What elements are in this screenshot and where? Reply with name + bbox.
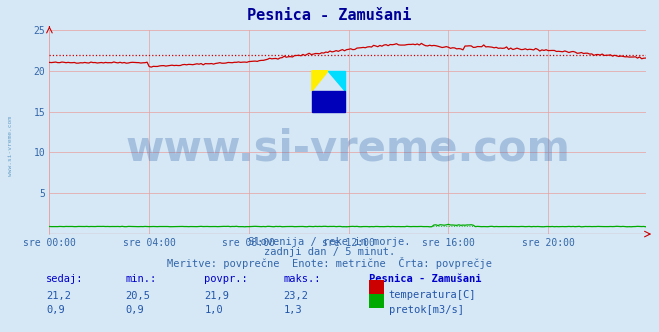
Text: pretok[m3/s]: pretok[m3/s] bbox=[389, 305, 464, 315]
Text: 20,5: 20,5 bbox=[125, 290, 150, 300]
Text: sedaj:: sedaj: bbox=[46, 274, 84, 284]
Polygon shape bbox=[312, 91, 345, 112]
Text: 1,3: 1,3 bbox=[283, 305, 302, 315]
Text: 1,0: 1,0 bbox=[204, 305, 223, 315]
Text: povpr.:: povpr.: bbox=[204, 274, 248, 284]
Text: Slovenija / reke in morje.: Slovenija / reke in morje. bbox=[248, 237, 411, 247]
Text: Pesnica - Zamušani: Pesnica - Zamušani bbox=[369, 274, 482, 284]
Text: 21,2: 21,2 bbox=[46, 290, 71, 300]
Text: 0,9: 0,9 bbox=[125, 305, 144, 315]
Text: maks.:: maks.: bbox=[283, 274, 321, 284]
Polygon shape bbox=[312, 71, 328, 91]
Polygon shape bbox=[328, 71, 345, 91]
Text: min.:: min.: bbox=[125, 274, 156, 284]
Text: temperatura[C]: temperatura[C] bbox=[389, 290, 476, 300]
Text: 0,9: 0,9 bbox=[46, 305, 65, 315]
Text: www.si-vreme.com: www.si-vreme.com bbox=[8, 116, 13, 176]
Text: 23,2: 23,2 bbox=[283, 290, 308, 300]
Text: Pesnica - Zamušani: Pesnica - Zamušani bbox=[247, 8, 412, 23]
Text: 21,9: 21,9 bbox=[204, 290, 229, 300]
Text: Meritve: povprečne  Enote: metrične  Črta: povprečje: Meritve: povprečne Enote: metrične Črta:… bbox=[167, 257, 492, 269]
Text: www.si-vreme.com: www.si-vreme.com bbox=[125, 127, 570, 169]
Text: zadnji dan / 5 minut.: zadnji dan / 5 minut. bbox=[264, 247, 395, 257]
